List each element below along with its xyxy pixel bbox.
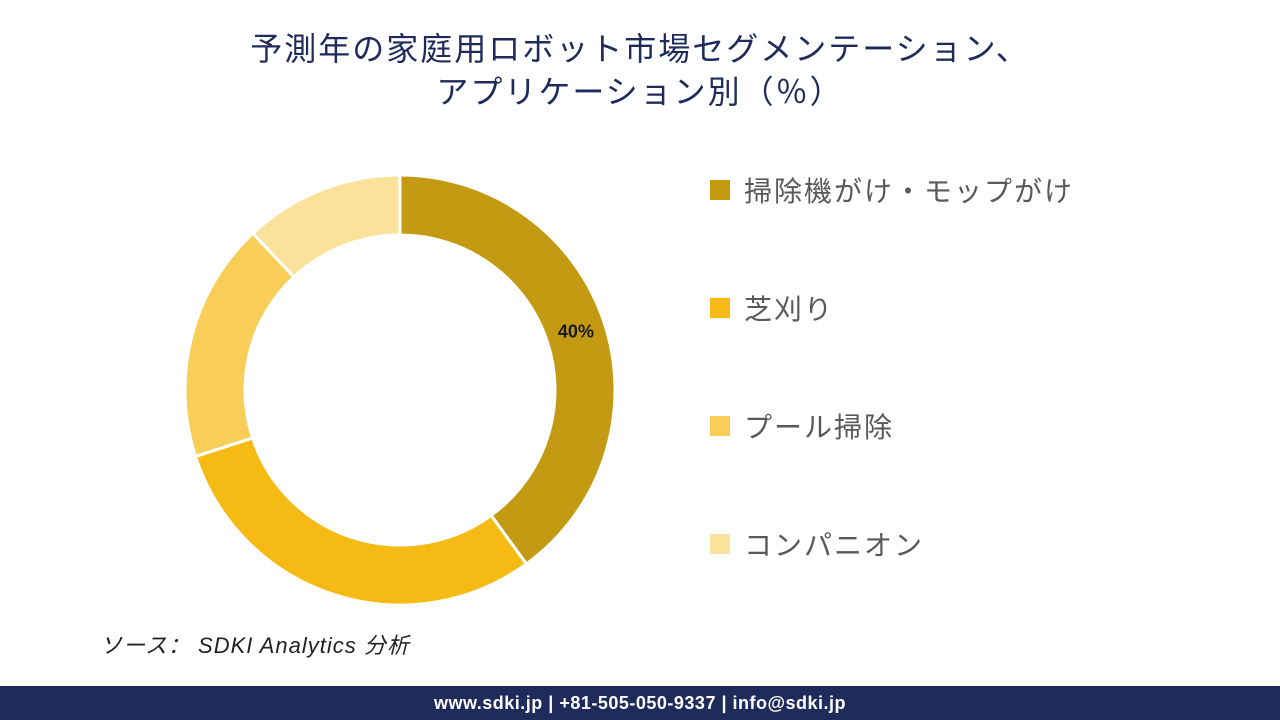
footer-bar: www.sdki.jp | +81-505-050-9337 | info@sd… <box>0 686 1280 720</box>
legend-item: プール掃除 <box>710 406 1230 446</box>
donut-labels-group: 40% <box>558 322 594 342</box>
donut-slices-group <box>185 175 615 605</box>
donut-slice <box>400 175 615 564</box>
legend-swatch <box>710 298 730 318</box>
source-prefix: ソース： <box>100 633 191 658</box>
legend-label: 掃除機がけ・モップがけ <box>744 170 1074 210</box>
footer-text: www.sdki.jp | +81-505-050-9337 | info@sd… <box>434 693 846 713</box>
donut-slice-value: 40% <box>558 322 594 342</box>
legend-item: 芝刈り <box>710 288 1230 328</box>
donut-chart-svg: 40% <box>170 160 630 620</box>
donut-chart: 40% <box>170 160 630 620</box>
slide-root: 予測年の家庭用ロボット市場セグメンテーション、 アプリケーション別（％） 40%… <box>0 0 1280 720</box>
title-line-2: アプリケーション別（％） <box>0 71 1280 114</box>
legend-label: 芝刈り <box>744 288 834 328</box>
donut-slice <box>185 233 294 456</box>
legend-label: プール掃除 <box>744 406 894 446</box>
legend-item: 掃除機がけ・モップがけ <box>710 170 1230 210</box>
legend-swatch <box>710 180 730 200</box>
legend-swatch <box>710 534 730 554</box>
legend-swatch <box>710 416 730 436</box>
legend: 掃除機がけ・モップがけ芝刈りプール掃除コンパニオン <box>710 170 1230 642</box>
title-line-1: 予測年の家庭用ロボット市場セグメンテーション、 <box>0 28 1280 71</box>
source-text: SDKI Analytics 分析 <box>198 633 410 658</box>
source-line: ソース： SDKI Analytics 分析 <box>100 628 410 660</box>
donut-slice <box>196 438 527 605</box>
legend-label: コンパニオン <box>744 524 924 564</box>
legend-item: コンパニオン <box>710 524 1230 564</box>
chart-title: 予測年の家庭用ロボット市場セグメンテーション、 アプリケーション別（％） <box>0 28 1280 114</box>
